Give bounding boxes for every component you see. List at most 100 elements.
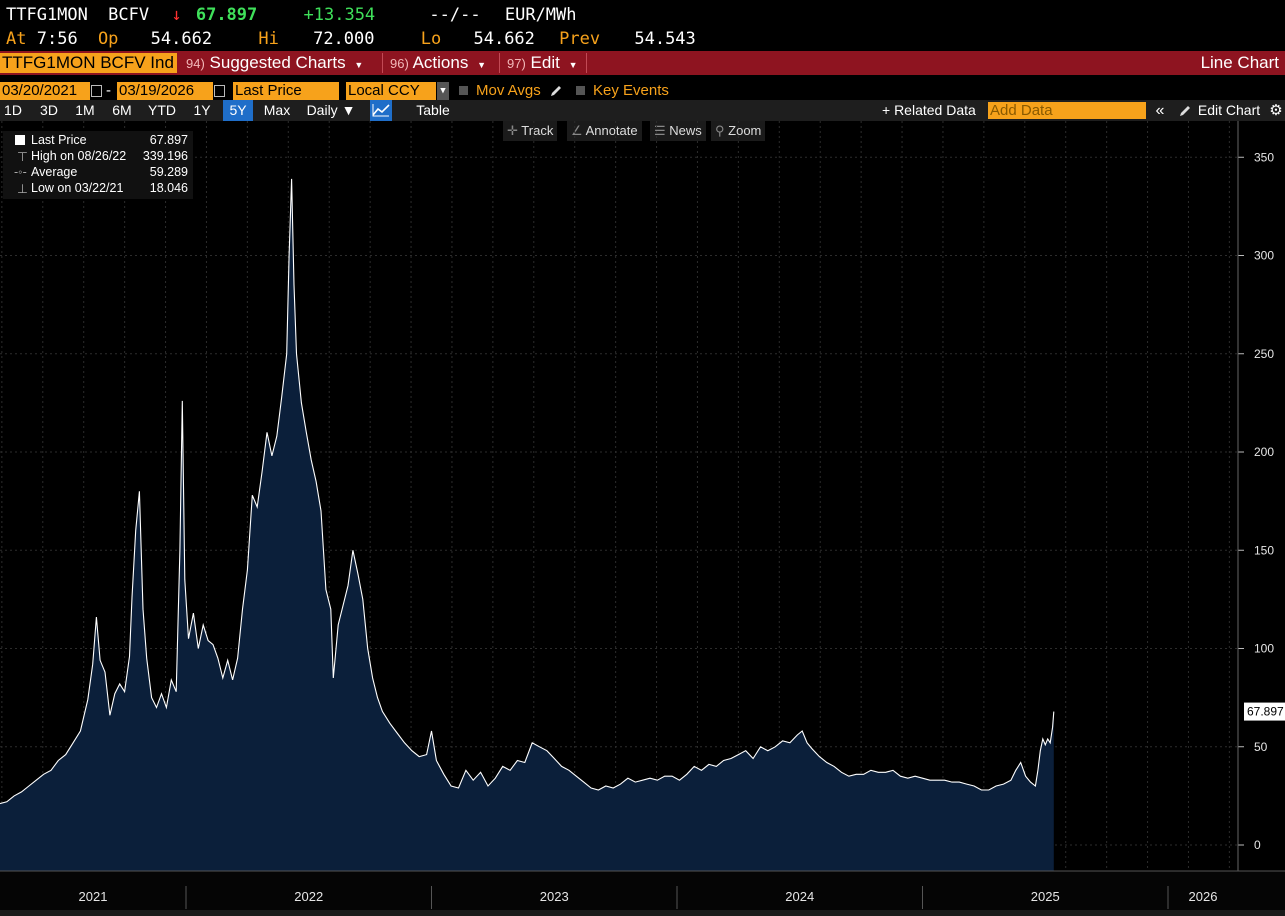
track-tool[interactable]: ✛ Track (503, 121, 558, 141)
open-value: 54.662 (150, 29, 213, 49)
y-tick-label: 300 (1254, 249, 1274, 263)
x-axis-year-label: 2025 (1031, 889, 1060, 904)
period-1y-button[interactable]: 1Y (193, 102, 211, 118)
annotate-tool[interactable]: ∠ Annotate (567, 121, 642, 141)
caret-down-icon: ▼ (477, 60, 486, 70)
ticker: TTFG1MON (6, 5, 88, 25)
frequency-select[interactable]: Daily ▼ (306, 102, 356, 118)
x-axis-year-label: 2021 (79, 889, 108, 904)
legend-high-value: 339.196 (142, 149, 188, 163)
low-label: Lo (420, 29, 442, 49)
y-tick-label: 100 (1254, 642, 1274, 656)
collapse-icon[interactable]: « (1155, 102, 1165, 119)
pencil-icon[interactable] (549, 84, 563, 98)
period-ytd-button[interactable]: YTD (148, 102, 176, 118)
down-arrow-icon: ↓ (171, 5, 182, 25)
edit-chart-button[interactable]: Edit Chart (1197, 102, 1261, 118)
high-marker-icon: ⊤ (17, 150, 28, 164)
chart-type-label: Line Chart (1200, 53, 1279, 72)
related-data-button[interactable]: + Related Data (882, 102, 976, 118)
period-5y-button[interactable]: 5Y (223, 100, 253, 121)
period-1d-button[interactable]: 1D (4, 102, 22, 118)
mov-avgs-label: Mov Avgs (476, 82, 541, 99)
news-tool[interactable]: ☰ News (650, 121, 706, 141)
gear-icon[interactable]: ⚙ (1269, 102, 1283, 119)
legend-last-value: 67.897 (149, 133, 188, 147)
unit: EUR/MWh (504, 5, 577, 25)
key-events-label: Key Events (593, 82, 669, 99)
low-marker-icon: ⊥ (17, 182, 28, 196)
bid-ask: --/-- (429, 5, 481, 25)
add-data-input[interactable]: Add Data (988, 102, 1146, 119)
table-button[interactable]: Table (416, 102, 450, 118)
chart-legend: Last Price 67.897 ⊤ High on 08/26/22 339… (3, 131, 193, 199)
period-max-button[interactable]: Max (263, 102, 291, 118)
high-label: Hi (258, 29, 279, 49)
net-change: +13.354 (303, 5, 376, 25)
x-axis-year-label: 2022 (294, 889, 323, 904)
source: BCFV (108, 5, 150, 25)
price-area (0, 178, 1054, 871)
currency-select[interactable]: Local CCY (346, 82, 436, 100)
start-date-input[interactable]: 03/20/2021 (0, 82, 90, 100)
end-date-input[interactable]: 03/19/2026 (117, 82, 213, 100)
y-tick-label: 0 (1254, 838, 1261, 852)
security-field[interactable]: TTFG1MON BCFV Ind (0, 53, 177, 73)
low-value: 54.662 (473, 29, 535, 49)
divider (499, 53, 500, 73)
last-price-marker (1244, 702, 1285, 721)
edit-menu[interactable]: 97) Edit ▼ (507, 53, 578, 72)
caret-down-icon: ▼ (568, 60, 578, 70)
last-price-swatch (15, 135, 25, 145)
function-toolbar (0, 51, 1285, 75)
divider (586, 53, 587, 73)
y-tick-label: 350 (1254, 150, 1274, 164)
price-line (0, 178, 1055, 805)
legend-last-label: Last Price (31, 133, 87, 147)
legend-low-label: Low on 03/22/21 (31, 181, 124, 195)
chevron-down-icon[interactable]: ▼ (437, 82, 449, 100)
line-chart-icon[interactable] (370, 100, 392, 121)
y-tick-label: 250 (1254, 347, 1274, 361)
quote-line-1: TTFG1MON BCFV ↓ 67.897 +13.354 --/-- EUR… (6, 5, 577, 25)
date-separator: - (106, 82, 111, 99)
x-axis-band (0, 871, 1285, 916)
time: 7:56 (36, 29, 78, 49)
average-marker-icon: -◦- (14, 165, 27, 179)
legend-average-value: 59.289 (149, 165, 188, 179)
prev-value: 54.543 (634, 29, 696, 49)
at-label: At (6, 29, 27, 49)
magnifier-icon: ⚲ (715, 123, 725, 138)
y-tick-label: 200 (1254, 445, 1274, 459)
x-axis-year-label: 2024 (785, 889, 814, 904)
line-chart-glyph-icon (372, 104, 390, 117)
key-events-checkbox[interactable] (576, 86, 585, 95)
pen-icon: ∠ (571, 123, 583, 138)
period-bar (0, 100, 1285, 121)
price-chart[interactable]: 0 50 100 150 200 250 300 350 67.897 2021 2022 2023 2… (0, 121, 1285, 916)
field-select[interactable]: Last Price (233, 82, 339, 100)
x-axis-year-label: 2023 (540, 889, 569, 904)
y-tick-label: 150 (1254, 543, 1274, 557)
prev-label: Prev (559, 29, 601, 49)
calendar-icon[interactable] (214, 85, 225, 97)
open-label: Op (97, 29, 119, 49)
legend-low-value: 18.046 (149, 181, 188, 195)
caret-down-icon: ▼ (354, 60, 364, 70)
legend-high-label: High on 08/26/22 (31, 149, 127, 163)
period-6m-button[interactable]: 6M (112, 102, 132, 118)
period-1m-button[interactable]: 1M (75, 102, 95, 118)
suggested-charts-menu[interactable]: 94) Suggested Charts ▼ (186, 53, 364, 72)
high-value: 72.000 (313, 29, 375, 49)
period-3d-button[interactable]: 3D (40, 102, 58, 118)
last-price-marker-label: 67.897 (1247, 705, 1284, 719)
divider (382, 53, 383, 73)
mov-avgs-checkbox[interactable] (459, 86, 468, 95)
actions-menu[interactable]: 96) Actions ▼ (390, 53, 486, 72)
pencil-icon[interactable] (1178, 104, 1192, 118)
y-tick-label: 50 (1254, 740, 1268, 754)
last-price: 67.897 (195, 5, 258, 25)
news-icon: ☰ (654, 123, 666, 138)
calendar-icon[interactable] (91, 85, 102, 97)
crosshair-icon: ✛ (507, 123, 518, 138)
